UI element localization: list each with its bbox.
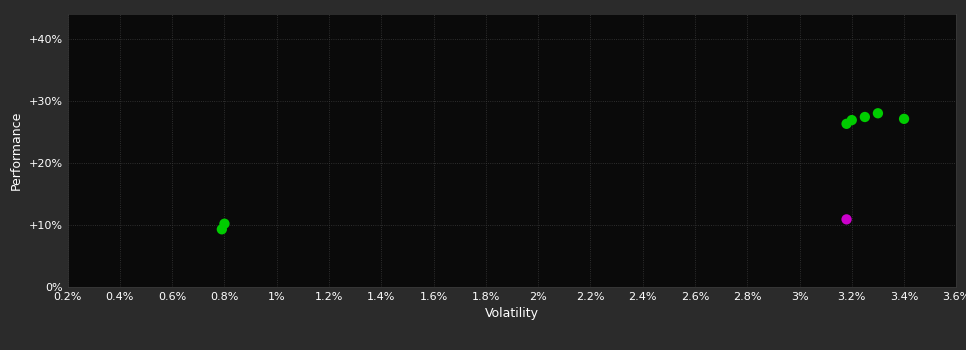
Y-axis label: Performance: Performance xyxy=(10,111,23,190)
Point xyxy=(838,121,854,127)
Point xyxy=(870,111,886,116)
Point xyxy=(844,117,860,123)
Point xyxy=(838,217,854,222)
Point xyxy=(857,114,872,120)
Point xyxy=(896,116,912,122)
Point xyxy=(214,226,230,232)
X-axis label: Volatility: Volatility xyxy=(485,307,539,320)
Point xyxy=(216,221,232,226)
